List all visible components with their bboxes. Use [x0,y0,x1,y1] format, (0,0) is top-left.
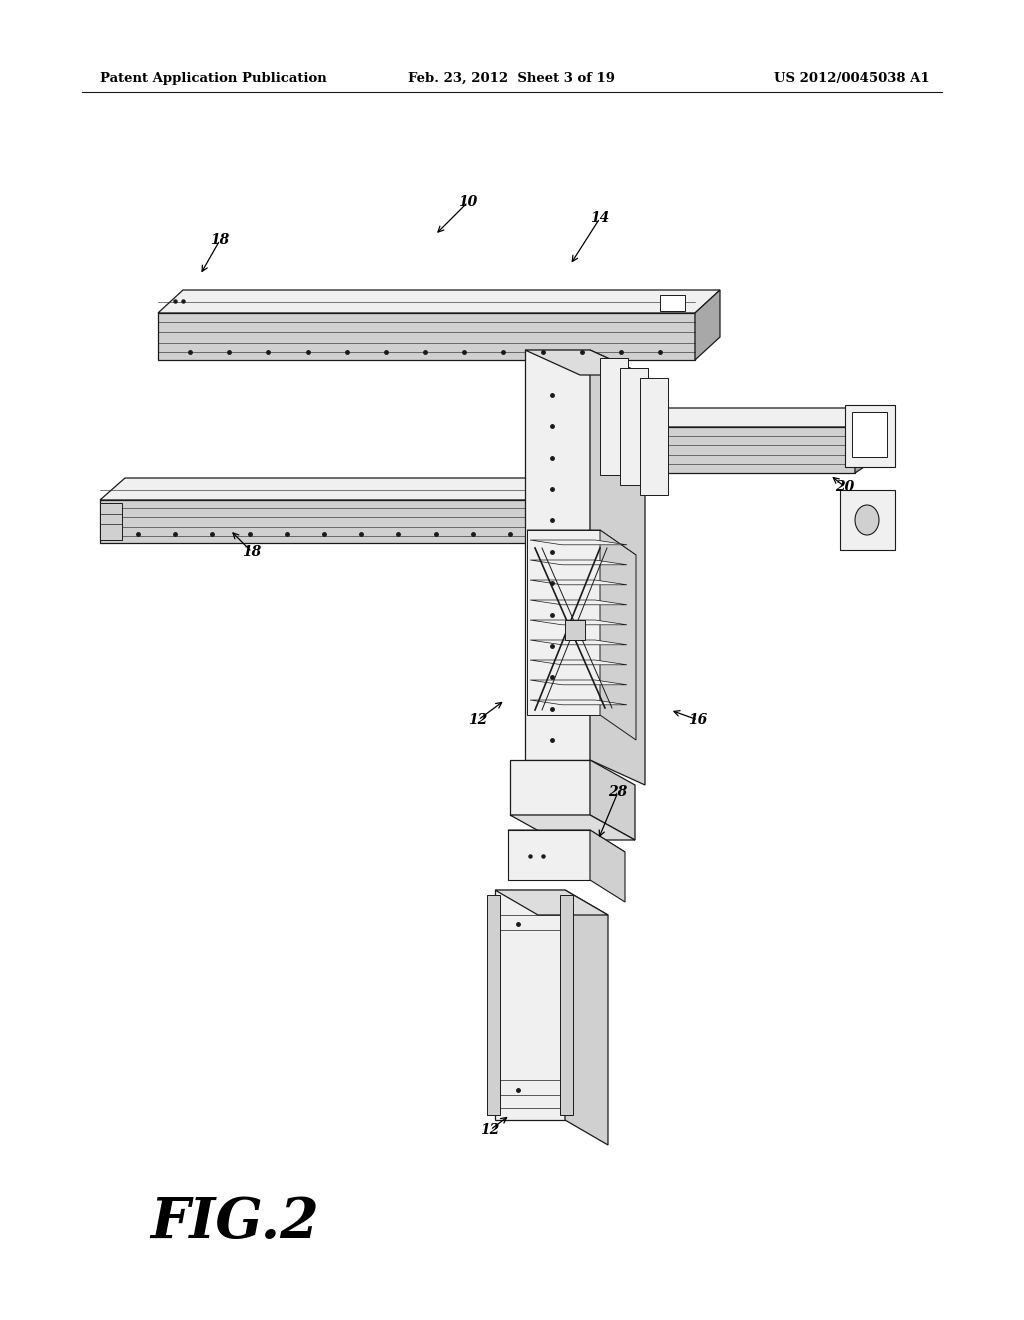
Polygon shape [100,503,122,540]
Polygon shape [530,601,627,605]
Text: 14: 14 [591,211,609,224]
Polygon shape [100,500,540,543]
Polygon shape [525,350,645,375]
Polygon shape [695,290,720,360]
Text: 20: 20 [836,480,855,494]
Polygon shape [510,760,590,814]
Polygon shape [540,478,565,543]
Polygon shape [508,830,590,880]
Polygon shape [530,660,627,665]
Polygon shape [527,531,600,715]
Polygon shape [852,412,887,457]
Text: 28: 28 [608,785,628,799]
Polygon shape [590,350,645,785]
Text: US 2012/0045038 A1: US 2012/0045038 A1 [774,73,930,84]
Polygon shape [565,620,585,640]
Text: 16: 16 [688,713,708,727]
Polygon shape [530,640,627,644]
Ellipse shape [865,420,879,444]
Text: Feb. 23, 2012  Sheet 3 of 19: Feb. 23, 2012 Sheet 3 of 19 [409,73,615,84]
Polygon shape [560,895,573,1115]
Polygon shape [525,350,590,760]
Polygon shape [510,814,635,840]
Polygon shape [495,890,608,915]
Polygon shape [158,313,695,360]
Polygon shape [590,830,625,902]
Polygon shape [840,490,895,550]
Polygon shape [508,830,625,851]
Text: 12: 12 [468,713,487,727]
Polygon shape [600,358,628,475]
Ellipse shape [855,506,879,535]
Polygon shape [530,540,627,545]
Polygon shape [660,294,685,312]
Polygon shape [158,290,720,313]
Polygon shape [855,408,882,473]
Text: 12: 12 [480,1123,500,1137]
Polygon shape [600,531,636,741]
Polygon shape [495,890,565,1119]
Polygon shape [530,579,627,585]
Polygon shape [527,531,636,554]
Text: FIG.2: FIG.2 [150,1195,318,1250]
Polygon shape [620,426,855,473]
Polygon shape [530,700,627,705]
Polygon shape [845,405,895,467]
Polygon shape [530,560,627,565]
Polygon shape [487,895,500,1115]
Polygon shape [640,378,668,495]
Polygon shape [100,478,565,500]
Text: 10: 10 [459,195,477,209]
Polygon shape [620,408,882,426]
Polygon shape [565,890,608,1144]
Polygon shape [590,760,635,840]
Text: 18: 18 [243,545,261,558]
Polygon shape [620,368,648,484]
Polygon shape [530,620,627,624]
Text: 18: 18 [210,234,229,247]
Text: Patent Application Publication: Patent Application Publication [100,73,327,84]
Polygon shape [530,680,627,685]
